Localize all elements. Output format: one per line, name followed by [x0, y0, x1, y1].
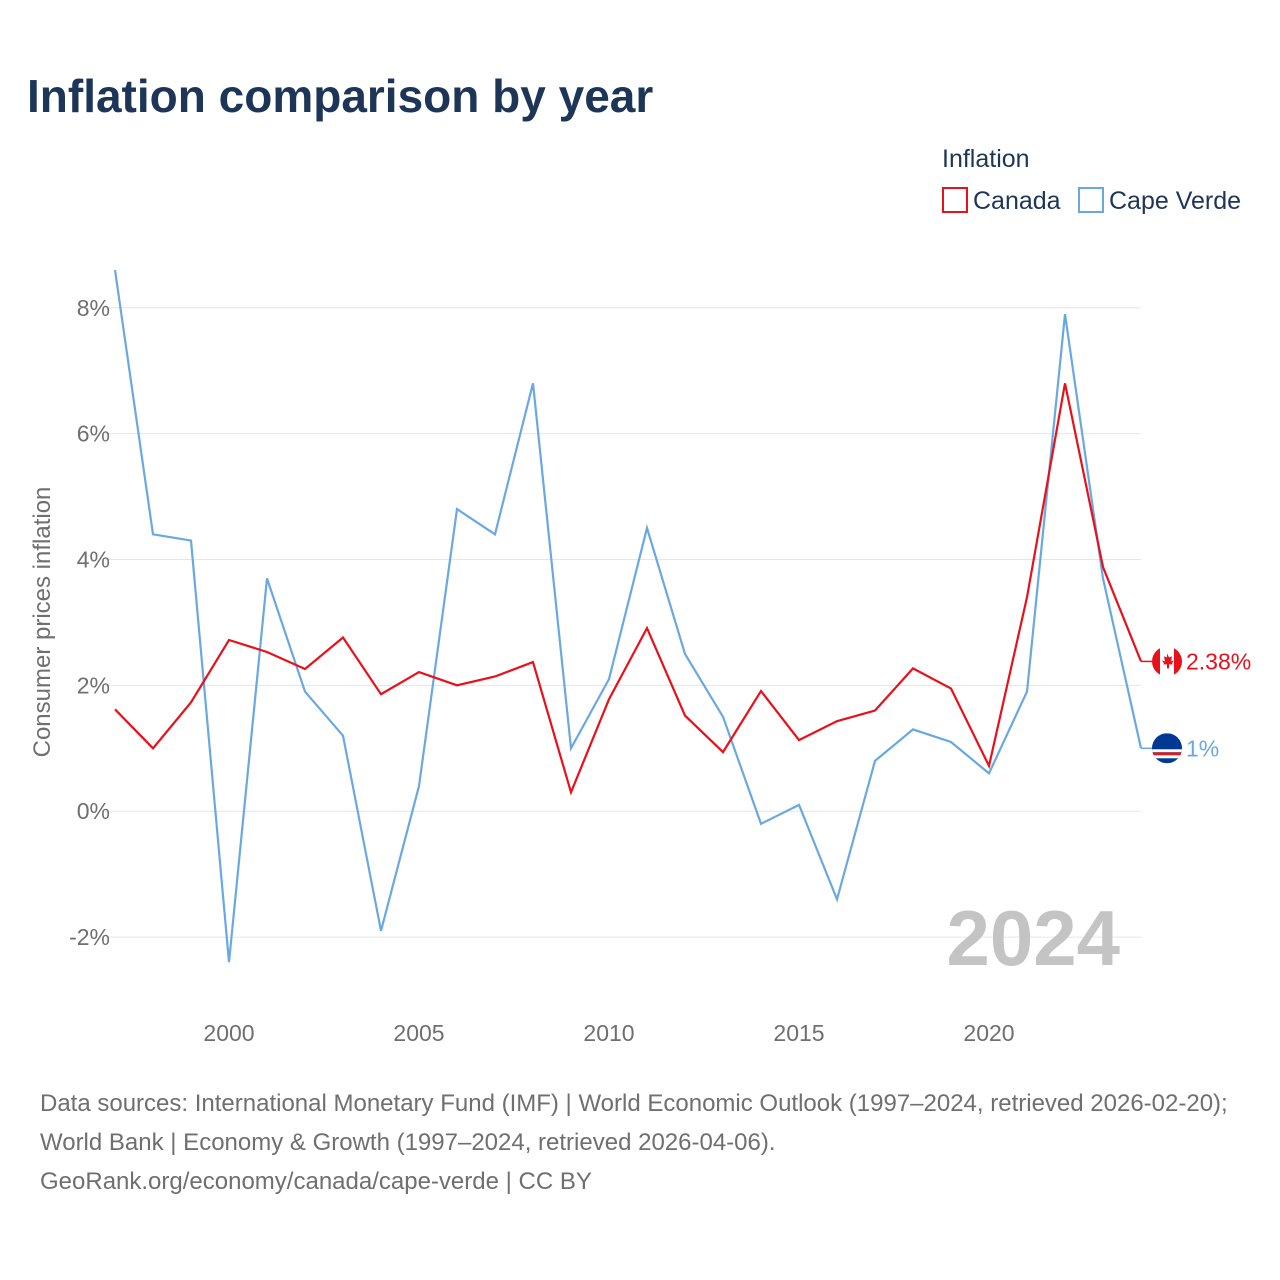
end-marker-cape-verde: 1% [1141, 733, 1219, 764]
legend: Inflation Canada Cape Verde [942, 145, 1241, 215]
chart: Inflation comparison by year Inflation C… [27, 70, 1251, 1046]
y-tick-label: 2% [77, 672, 110, 698]
credit-link[interactable]: GeoRank.org/economy/canada/cape-verde | … [40, 1168, 592, 1195]
footer: Data sources: International Monetary Fun… [40, 1084, 1250, 1201]
y-axis: -2% 0% 2% 4% 6% 8% [69, 295, 110, 950]
series-lines [113, 269, 1143, 963]
legend-title: Inflation [942, 145, 1030, 173]
series-line-canada[interactable] [114, 383, 1143, 796]
legend-swatch-cape-verde[interactable] [1078, 187, 1104, 213]
gridlines [105, 307, 1141, 938]
x-axis: 2000 2005 2010 2015 2020 [203, 1020, 1014, 1046]
y-tick-label: 8% [77, 295, 110, 321]
x-tick-label: 2010 [583, 1020, 634, 1046]
data-sources: Data sources: International Monetary Fun… [40, 1090, 1228, 1156]
legend-label-canada[interactable]: Canada [973, 187, 1061, 215]
chart-title: Inflation comparison by year [27, 70, 653, 122]
x-tick-label: 2015 [773, 1020, 824, 1046]
canada-flag-icon [1152, 646, 1182, 677]
series-line-cape-verde[interactable] [113, 269, 1143, 963]
x-tick-label: 2020 [963, 1020, 1014, 1046]
legend-swatch-canada[interactable] [942, 187, 968, 213]
end-label-cape-verde: 1% [1186, 735, 1219, 761]
cape-verde-flag-icon [1152, 733, 1182, 764]
end-marker-canada: 2.38% [1141, 646, 1251, 677]
year-watermark: 2024 [946, 894, 1120, 982]
end-label-canada: 2.38% [1186, 648, 1251, 674]
y-tick-label: 0% [77, 798, 110, 824]
legend-label-cape-verde[interactable]: Cape Verde [1109, 187, 1241, 215]
y-axis-title: Consumer prices inflation [29, 487, 56, 758]
y-tick-label: -2% [69, 924, 110, 950]
y-tick-label: 6% [77, 421, 110, 447]
y-tick-label: 4% [77, 546, 110, 572]
x-tick-label: 2000 [203, 1020, 254, 1046]
x-tick-label: 2005 [393, 1020, 444, 1046]
